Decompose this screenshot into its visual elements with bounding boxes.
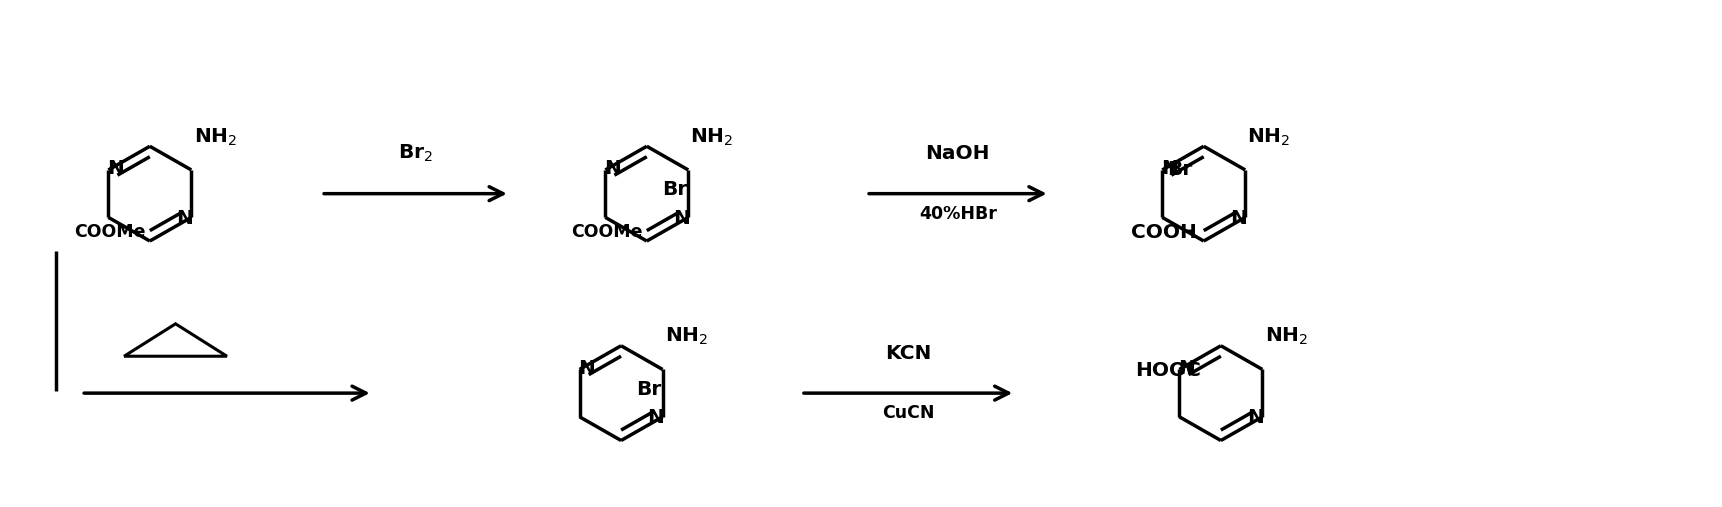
- Text: N: N: [107, 160, 124, 178]
- Text: NH$_2$: NH$_2$: [691, 127, 734, 148]
- Text: KCN: KCN: [885, 344, 932, 363]
- Text: N: N: [1178, 359, 1195, 378]
- Text: Br: Br: [635, 380, 661, 399]
- Text: N: N: [1161, 160, 1178, 178]
- Text: 40%HBr: 40%HBr: [920, 205, 997, 223]
- Text: CuCN: CuCN: [882, 404, 935, 422]
- Text: NH$_2$: NH$_2$: [1264, 326, 1307, 347]
- Text: Br: Br: [661, 180, 687, 199]
- Text: COOMe: COOMe: [74, 223, 146, 241]
- Text: HOOC: HOOC: [1135, 361, 1200, 380]
- Text: COOH: COOH: [1131, 223, 1197, 242]
- Text: NH$_2$: NH$_2$: [665, 326, 708, 347]
- Text: N: N: [579, 359, 594, 378]
- Text: N: N: [176, 209, 193, 228]
- Text: N: N: [1247, 408, 1264, 427]
- Text: NH$_2$: NH$_2$: [193, 127, 236, 148]
- Text: N: N: [673, 209, 691, 228]
- Text: Br: Br: [1168, 161, 1193, 179]
- Text: Br$_2$: Br$_2$: [398, 143, 432, 164]
- Text: COOMe: COOMe: [572, 223, 642, 241]
- Text: NaOH: NaOH: [925, 144, 990, 163]
- Text: N: N: [647, 408, 665, 427]
- Text: N: N: [1230, 209, 1247, 228]
- Text: N: N: [604, 160, 620, 178]
- Text: NH$_2$: NH$_2$: [1247, 127, 1290, 148]
